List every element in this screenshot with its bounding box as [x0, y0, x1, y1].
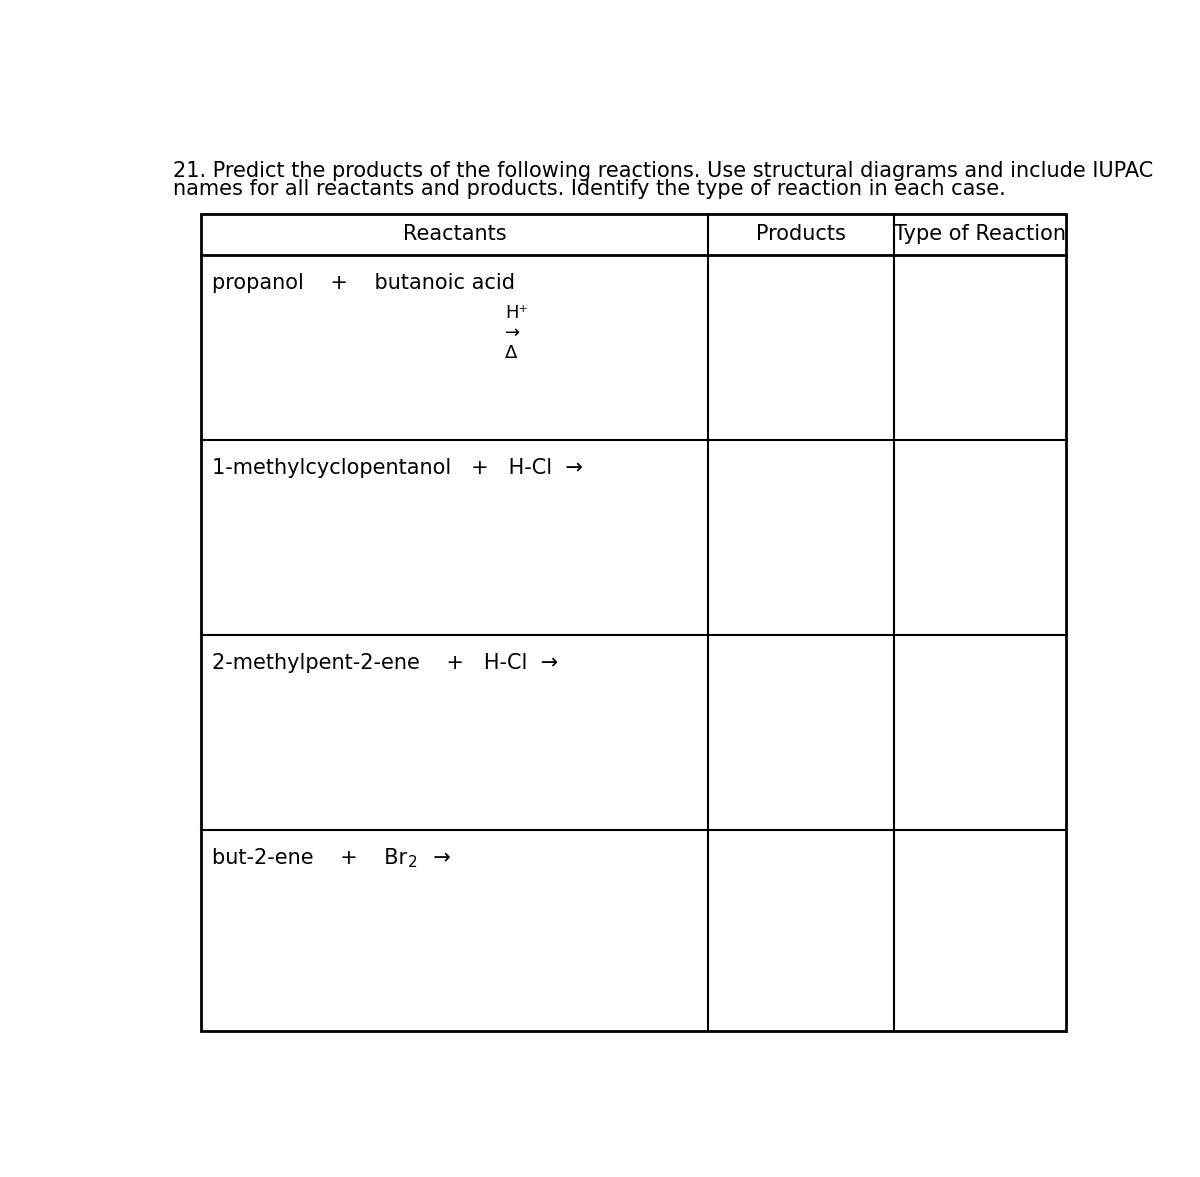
Text: 2: 2: [408, 856, 418, 871]
Text: 1-methylcyclopentanol   +   H-Cl  →: 1-methylcyclopentanol + H-Cl →: [212, 459, 583, 478]
Text: 2-methylpent-2-ene    +   H-Cl  →: 2-methylpent-2-ene + H-Cl →: [212, 653, 558, 673]
Text: H⁺: H⁺: [505, 305, 528, 322]
Text: but-2-ene    +    Br: but-2-ene + Br: [212, 849, 408, 869]
Text: Reactants: Reactants: [403, 224, 506, 244]
Text: 21. Predict the products of the following reactions. Use structural diagrams and: 21. Predict the products of the followin…: [173, 161, 1153, 181]
Text: propanol    +    butanoic acid: propanol + butanoic acid: [212, 273, 515, 293]
Text: Type of Reaction: Type of Reaction: [894, 224, 1066, 244]
Text: Δ: Δ: [505, 344, 517, 363]
Text: →: →: [505, 325, 521, 343]
Text: names for all reactants and products. Identify the type of reaction in each case: names for all reactants and products. Id…: [173, 179, 1006, 199]
Text: →: →: [420, 849, 450, 869]
Text: Products: Products: [756, 224, 846, 244]
